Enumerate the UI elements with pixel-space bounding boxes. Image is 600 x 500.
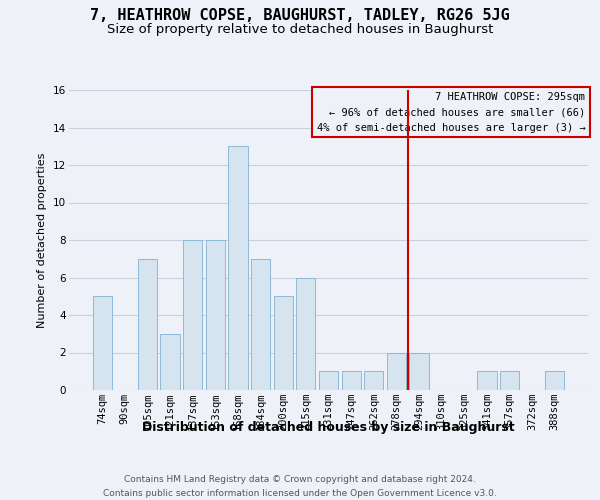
Text: Contains HM Land Registry data © Crown copyright and database right 2024.
Contai: Contains HM Land Registry data © Crown c… [103,476,497,498]
Bar [183,240,202,390]
Y-axis label: Number of detached properties: Number of detached properties [37,152,47,328]
Bar [477,371,497,390]
Bar [138,259,157,390]
Bar [387,352,406,390]
Text: 7 HEATHROW COPSE: 295sqm
← 96% of detached houses are smaller (66)
4% of semi-de: 7 HEATHROW COPSE: 295sqm ← 96% of detach… [317,92,586,132]
Text: Size of property relative to detached houses in Baughurst: Size of property relative to detached ho… [107,22,493,36]
Bar [251,259,270,390]
Bar [545,371,565,390]
Text: Distribution of detached houses by size in Baughurst: Distribution of detached houses by size … [142,421,515,434]
Bar [500,371,519,390]
Bar [274,296,293,390]
Bar [341,371,361,390]
Bar [92,296,112,390]
Bar [409,352,428,390]
Bar [296,278,316,390]
Text: 7, HEATHROW COPSE, BAUGHURST, TADLEY, RG26 5JG: 7, HEATHROW COPSE, BAUGHURST, TADLEY, RG… [90,8,510,22]
Bar [160,334,180,390]
Bar [229,146,248,390]
Bar [206,240,225,390]
Bar [364,371,383,390]
Bar [319,371,338,390]
